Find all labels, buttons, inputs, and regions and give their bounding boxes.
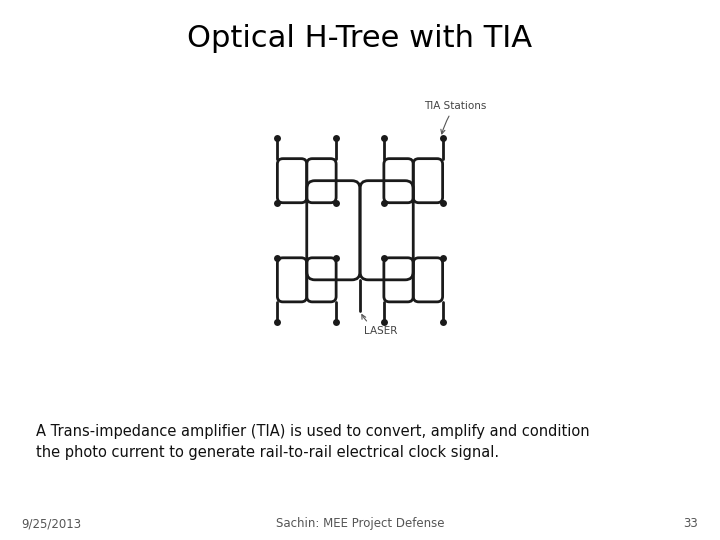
- Text: Sachin: MEE Project Defense: Sachin: MEE Project Defense: [276, 517, 444, 530]
- Text: 33: 33: [684, 517, 698, 530]
- Text: TIA Stations: TIA Stations: [424, 101, 487, 134]
- Text: LASER: LASER: [362, 315, 397, 336]
- Text: A Trans-impedance amplifier (TIA) is used to convert, amplify and condition
the : A Trans-impedance amplifier (TIA) is use…: [36, 424, 590, 460]
- Text: Optical H-Tree with TIA: Optical H-Tree with TIA: [187, 24, 533, 53]
- Text: 9/25/2013: 9/25/2013: [22, 517, 82, 530]
